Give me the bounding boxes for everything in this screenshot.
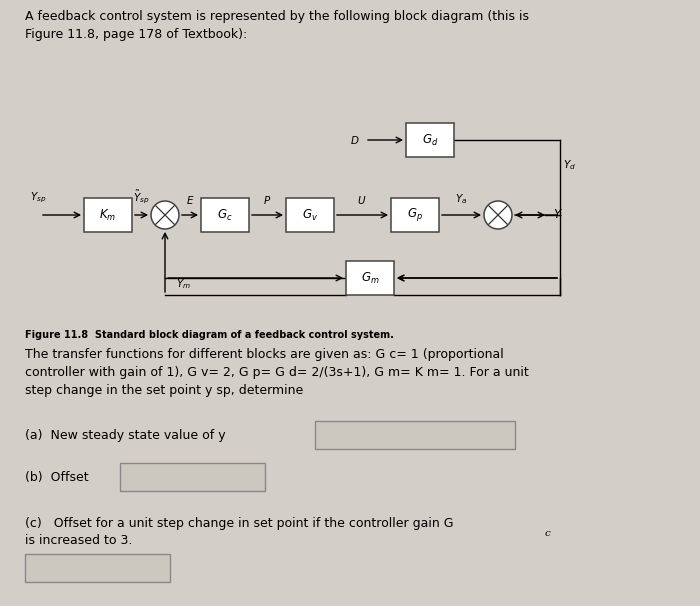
Text: $Y$: $Y$ (553, 208, 563, 222)
Text: Figure 11.8  Standard block diagram of a feedback control system.: Figure 11.8 Standard block diagram of a … (25, 330, 394, 340)
Text: (c)   Offset for a unit step change in set point if the controller gain G: (c) Offset for a unit step change in set… (25, 517, 454, 530)
Bar (25, 554, 170, 582)
Text: $G_c$: $G_c$ (217, 207, 233, 222)
Bar (201, 198, 249, 232)
Text: $K_m$: $K_m$ (99, 207, 117, 222)
Bar (406, 123, 454, 157)
Bar (391, 198, 439, 232)
Text: $Y_a$: $Y_a$ (455, 192, 467, 206)
Text: $G_p$: $G_p$ (407, 207, 423, 224)
Text: $Y_d$: $Y_d$ (563, 158, 576, 171)
Bar (120, 463, 265, 491)
Text: is increased to 3.: is increased to 3. (25, 534, 132, 547)
Text: $Y_m$: $Y_m$ (176, 277, 190, 291)
Text: $U$: $U$ (357, 194, 367, 206)
Bar (346, 261, 394, 295)
Text: $G_m$: $G_m$ (360, 270, 379, 285)
Text: $D$: $D$ (351, 134, 360, 146)
Text: $G_v$: $G_v$ (302, 207, 318, 222)
Text: $\tilde{Y}_{sp}$: $\tilde{Y}_{sp}$ (133, 188, 149, 206)
Text: $P$: $P$ (263, 194, 271, 206)
Text: c: c (545, 529, 551, 538)
Text: (a)  New steady state value of y: (a) New steady state value of y (25, 428, 225, 442)
Text: A feedback control system is represented by the following block diagram (this is: A feedback control system is represented… (25, 10, 529, 41)
Circle shape (151, 201, 179, 229)
Text: $Y_{sp}$: $Y_{sp}$ (30, 191, 46, 205)
Circle shape (484, 201, 512, 229)
Text: $E$: $E$ (186, 194, 195, 206)
Bar (84, 198, 132, 232)
Text: The transfer functions for different blocks are given as: G c= 1 (proportional
c: The transfer functions for different blo… (25, 348, 528, 397)
Text: $G_d$: $G_d$ (422, 133, 438, 147)
Bar (286, 198, 334, 232)
Bar (315, 421, 515, 449)
Text: (b)  Offset: (b) Offset (25, 470, 89, 484)
